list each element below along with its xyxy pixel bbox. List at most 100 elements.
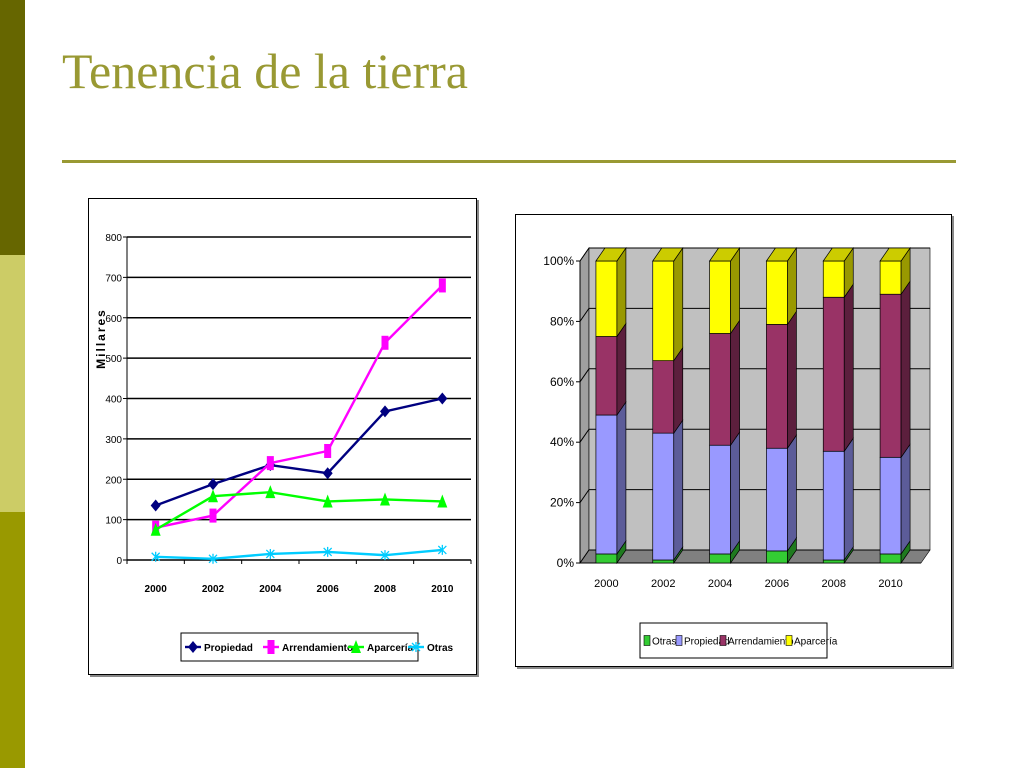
bar-top-face (879, 247, 911, 262)
legend-item: Arrendamiento (263, 640, 353, 654)
data-point (208, 478, 218, 491)
legend: Propiedad Arrendamiento Aparcería Otras (180, 632, 454, 662)
back-wall (588, 247, 931, 551)
legend-label: Arrendamiento (282, 643, 353, 654)
data-point (208, 489, 218, 503)
x-tick-label: 2008 (822, 578, 846, 590)
line-chart-panel: 0 100 200 300 400 500 600 700 800 2000 2002 2004 200… (88, 198, 477, 675)
bar-segment-front (595, 336, 618, 416)
data-point (437, 494, 448, 508)
bar-segment-side (673, 346, 684, 435)
title-underline (62, 160, 956, 163)
data-point (324, 443, 332, 458)
bar-stack-2006 (765, 246, 798, 565)
legend-marker (267, 640, 275, 654)
data-point (323, 546, 333, 557)
bar-segment-front (595, 553, 618, 564)
x-tick-label: 2008 (374, 584, 397, 595)
legend-label: Arrendamiento (728, 637, 794, 648)
bar-segment-side (730, 319, 740, 447)
stacked-bar-chart-panel: 0% 20% 40% 60% 80% 100% 2000 2002 2004 2006 2008 20… (515, 214, 952, 667)
y-tick-label: 0 (116, 556, 122, 567)
legend-item: Aparcería (348, 640, 414, 654)
series-line (155, 284, 444, 529)
bar-segment-front (709, 553, 731, 564)
y-tick-label: 40% (550, 435, 574, 449)
bar-segment-front (766, 550, 788, 564)
y-tick-label: 200 (105, 475, 122, 486)
legend-marker (411, 642, 421, 652)
bar-segment-front (822, 260, 845, 298)
data-point (437, 544, 447, 555)
bar-segment-side (787, 310, 797, 450)
x-tick-label: 2004 (259, 584, 282, 595)
bar-segment-front (879, 553, 902, 564)
gridline (579, 247, 930, 262)
y-tick-label: 60% (550, 375, 574, 389)
bar-stack-2002 (652, 246, 684, 565)
bar-segment-side (900, 280, 911, 459)
x-tick-label: 2000 (145, 584, 168, 595)
data-point (265, 485, 276, 499)
legend-swatch (675, 635, 683, 646)
bar-segment-front (766, 324, 788, 449)
bar-segment-side (787, 434, 797, 553)
y-tick-label: 800 (105, 233, 122, 244)
bar-segment-front (822, 450, 845, 561)
bar-top-face (652, 247, 684, 262)
bar-segment-front (709, 444, 731, 555)
x-tick-label: 2000 (594, 578, 618, 590)
bar-segment-front (879, 260, 902, 295)
series-aparcería (150, 485, 448, 536)
bar-segment-front (652, 360, 675, 434)
floor (579, 549, 931, 564)
x-tick-label: 2006 (765, 578, 789, 590)
legend-item: Propiedad (185, 641, 253, 654)
legend-label: Otras (427, 643, 454, 654)
bar-segment-side (616, 400, 627, 556)
data-point (150, 522, 161, 536)
bar-top-face (595, 247, 627, 262)
bar-segment-side (730, 246, 740, 335)
y-axis-title: Millares (94, 308, 108, 369)
bar-segment-front (595, 414, 618, 555)
bar-segment-side (843, 437, 854, 562)
y-tick-label: 600 (105, 314, 122, 325)
legend-label: Propiedad (684, 637, 730, 648)
data-point (437, 392, 448, 405)
legend-label: Otras (652, 637, 676, 648)
bar-segment-front (709, 260, 731, 334)
data-point (266, 456, 274, 471)
data-point (380, 492, 390, 506)
legend-item: Propiedad (675, 635, 730, 648)
bar-segment-side (673, 419, 684, 562)
legend-marker (188, 641, 198, 653)
legend-swatch (719, 635, 727, 646)
legend-label: Aparcería (794, 637, 838, 648)
x-tick-label: 2002 (651, 578, 675, 590)
slide-title: Tenencia de la tierra (62, 43, 468, 99)
y-tick-label: 300 (105, 435, 122, 446)
legend-box (180, 632, 419, 662)
y-tick-label: 0% (557, 556, 575, 570)
bar-segment-side (673, 246, 684, 362)
legend-label: Propiedad (204, 643, 253, 654)
y-tick-label: 20% (550, 496, 574, 510)
bar-segment-front (652, 432, 675, 561)
bar-segment-side (616, 246, 627, 338)
data-point (150, 499, 161, 512)
bar-stack-2008 (822, 246, 854, 565)
legend-item: Aparcería (785, 635, 838, 648)
legend-item: Otras (408, 642, 454, 654)
bar-segment-front (766, 260, 788, 325)
x-tick-label: 2010 (878, 578, 902, 590)
legend-item: Arrendamiento (719, 635, 794, 648)
x-tick-label: 2002 (202, 584, 225, 595)
bar-segment-side (616, 322, 627, 417)
x-tick-label: 2004 (708, 578, 732, 590)
gridline (579, 368, 930, 383)
y-tick-label: 80% (550, 314, 574, 328)
bar-segment-side (843, 283, 854, 453)
side-wall (579, 247, 590, 564)
data-point (208, 553, 218, 564)
